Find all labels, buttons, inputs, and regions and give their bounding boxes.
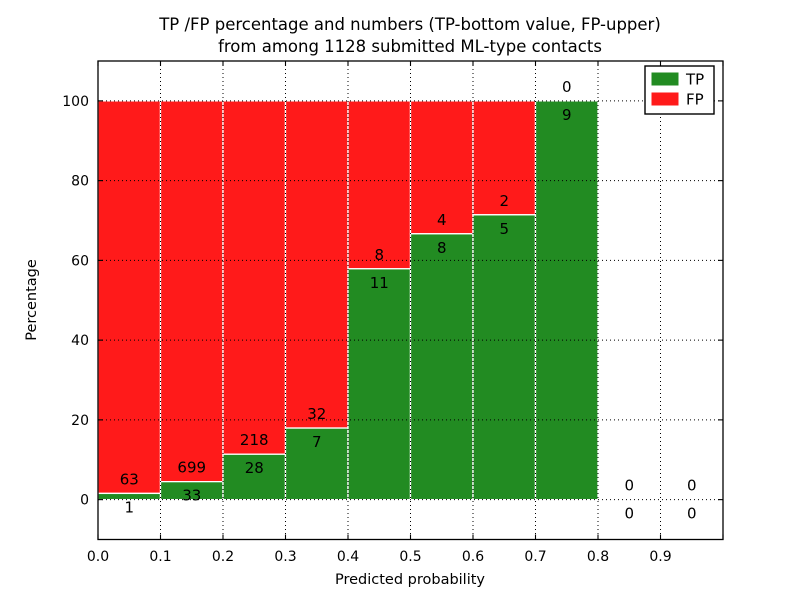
- tick-marks: [97, 61, 724, 540]
- legend-swatch-fp: [651, 92, 679, 106]
- bar-fp-segment: [97, 100, 162, 495]
- y-tick-label: 60: [71, 253, 89, 269]
- x-tick-label: 0.8: [587, 549, 609, 565]
- bar-fp-segment: [347, 100, 412, 270]
- x-tick-label: 0.5: [399, 549, 421, 565]
- fp-count-label: 0: [624, 477, 634, 495]
- y-tick-label: 20: [71, 413, 89, 429]
- y-tick-labels: 0 20 40 60 80 100: [62, 94, 89, 509]
- x-axis-label: Predicted probability: [335, 572, 485, 588]
- fp-count-label: 699: [177, 459, 206, 477]
- bar-tp-segment: [347, 268, 412, 501]
- bar-tp-segment: [222, 453, 287, 501]
- y-tick-label: 100: [62, 94, 89, 110]
- chart-title-line1: TP /FP percentage and numbers (TP-bottom…: [158, 15, 661, 34]
- horizontal-gridlines: [98, 100, 723, 501]
- count-annotations: 63 1 699 33 218 28 32 7 8 11 4 8 2 5 0 9 0 0 0 0: [120, 78, 697, 523]
- tp-count-label: 33: [182, 487, 201, 505]
- x-tick-label: 0.1: [149, 549, 171, 565]
- tp-count-label: 1: [124, 498, 134, 516]
- legend-swatch-tp: [651, 72, 679, 86]
- x-tick-label: 0.6: [462, 549, 484, 565]
- fp-count-label: 4: [437, 211, 447, 229]
- y-tick-label: 0: [80, 493, 89, 509]
- bar-fp-segment: [284, 100, 349, 429]
- tp-count-label: 11: [370, 274, 389, 292]
- fp-count-label: 218: [240, 431, 269, 449]
- fp-count-label: 32: [307, 405, 326, 423]
- bar-tp-segment: [534, 100, 599, 501]
- y-tick-label: 80: [71, 174, 89, 190]
- x-tick-label: 0.9: [649, 549, 671, 565]
- tp-count-label: 9: [562, 106, 572, 124]
- x-tick-label: 0.2: [212, 549, 234, 565]
- bar-fp-segment: [159, 100, 224, 483]
- x-tick-labels: 0.0 0.1 0.2 0.3 0.4 0.5 0.6 0.7 0.8 0.9: [87, 549, 672, 565]
- bar-tp-segment: [409, 233, 474, 501]
- bar-tp-segment: [472, 214, 537, 501]
- bar-fp-segment: [222, 100, 287, 455]
- x-tick-label: 0.3: [274, 549, 296, 565]
- y-tick-label: 40: [71, 333, 89, 349]
- fp-count-label: 63: [120, 470, 139, 488]
- chart-title-line2: from among 1128 submitted ML-type contac…: [218, 37, 602, 56]
- fp-count-label: 0: [562, 78, 572, 96]
- x-tick-label: 0.7: [524, 549, 546, 565]
- y-axis-label: Percentage: [24, 259, 40, 341]
- x-tick-label: 0.4: [337, 549, 359, 565]
- bars-group: [97, 100, 599, 501]
- tp-count-label: 5: [499, 220, 509, 238]
- fp-count-label: 8: [374, 246, 384, 264]
- tp-count-label: 7: [312, 433, 322, 451]
- legend-label-tp: TP: [685, 71, 704, 89]
- x-tick-label: 0.0: [87, 549, 109, 565]
- tp-count-label: 0: [624, 505, 634, 523]
- tp-count-label: 28: [245, 459, 264, 477]
- tp-count-label: 8: [437, 239, 447, 257]
- fp-count-label: 2: [499, 192, 509, 210]
- legend-label-fp: FP: [686, 91, 704, 109]
- tp-count-label: 0: [687, 505, 697, 523]
- fp-count-label: 0: [687, 477, 697, 495]
- legend: TP FP: [644, 65, 715, 115]
